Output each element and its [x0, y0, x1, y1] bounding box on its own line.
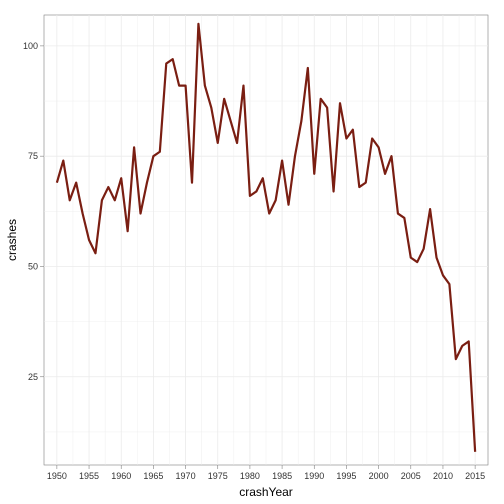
- x-tick-label: 1950: [47, 471, 67, 481]
- x-tick-label: 1990: [304, 471, 324, 481]
- y-axis: 25 50 75 100: [23, 41, 44, 382]
- x-axis: 1950 1955 1960 1965 1970 1975 1980 1985 1990 1995…: [47, 465, 485, 481]
- minor-gridlines: [44, 15, 488, 465]
- x-tick-label: 1960: [111, 471, 131, 481]
- y-tick-label: 50: [28, 261, 38, 271]
- x-tick-label: 1955: [79, 471, 99, 481]
- x-tick-label: 1980: [240, 471, 260, 481]
- x-axis-title: crashYear: [239, 485, 293, 499]
- y-tick-label: 100: [23, 41, 38, 51]
- x-tick-label: 1995: [336, 471, 356, 481]
- x-tick-label: 1965: [143, 471, 163, 481]
- y-axis-title: crashes: [5, 219, 19, 261]
- y-tick-label: 25: [28, 372, 38, 382]
- x-tick-label: 1975: [208, 471, 228, 481]
- x-tick-label: 1970: [176, 471, 196, 481]
- x-tick-label: 2005: [401, 471, 421, 481]
- x-tick-label: 2015: [465, 471, 485, 481]
- x-tick-label: 2000: [369, 471, 389, 481]
- crashes-series-line: [55, 22, 477, 452]
- y-tick-label: 75: [28, 151, 38, 161]
- x-tick-label: 2010: [433, 471, 453, 481]
- x-tick-label: 1985: [272, 471, 292, 481]
